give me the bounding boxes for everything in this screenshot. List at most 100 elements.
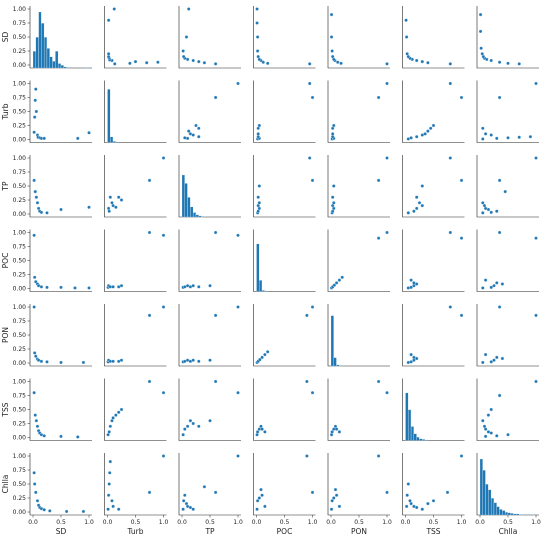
scatter-point-PON-SD — [329, 12, 334, 17]
scatter-point-Chlla-PON — [483, 352, 488, 357]
hist-bar-Chlla — [479, 458, 483, 516]
scatter-point-SD-TSS — [32, 390, 36, 395]
scatter-point-Chlla-TSS — [534, 379, 538, 384]
scatter-point-TP-TSS — [181, 432, 185, 437]
scatter-point-SD-PON — [32, 305, 36, 309]
x-tick-label: 0.5 — [429, 519, 439, 526]
scatter-point-Chlla-Turb — [495, 136, 499, 141]
scatter-point-TSS-POC — [412, 281, 416, 285]
scatter-point-PON-TSS — [330, 430, 334, 434]
hist-bar-SD — [63, 66, 67, 69]
scatter-point-POC-TP — [310, 178, 315, 183]
axis-frame-SD-POC — [253, 6, 316, 69]
scatter-point-SD-TSS — [76, 435, 80, 439]
scatter-point-TSS-Turb — [414, 134, 419, 139]
hist-bar-POC — [262, 290, 265, 292]
scatter-point-TSS-PON — [459, 313, 464, 318]
scatter-point-TSS-Turb — [423, 132, 427, 136]
scatter-point-PON-TSS — [329, 432, 334, 437]
scatter-point-SD-TP — [33, 189, 37, 194]
scatter-point-Chlla-POC — [500, 282, 505, 286]
scatter-point-POC-PON — [263, 352, 267, 357]
scatter-point-SD-Turb — [34, 87, 38, 91]
x-axis-label-Turb: Turb — [126, 527, 143, 536]
scatter-point-Turb-Chlla — [107, 482, 111, 486]
y-tick-label: 0.00 — [13, 435, 27, 442]
axis-frame-SD-SD — [29, 6, 92, 69]
scatter-point-POC-Chlla — [255, 499, 260, 503]
scatter-point-Chlla-POC — [534, 236, 538, 240]
hist-bar-TSS — [422, 439, 426, 441]
hist-bar-TP — [181, 174, 185, 218]
scatter-point-Chlla-PON — [500, 356, 505, 361]
hist-bar-TP — [195, 214, 199, 218]
hist-bar-Chlla — [527, 514, 531, 516]
scatter-point-TP-PON — [208, 358, 212, 362]
scatter-point-Turb-Chlla — [108, 459, 113, 464]
scatter-point-TP-Turb — [213, 95, 218, 100]
scatter-point-Turb-Chlla — [111, 504, 115, 509]
scatter-point-POC-PON — [260, 355, 264, 360]
y-tick-label: 0.25 — [13, 272, 27, 279]
scatter-point-PON-Chlla — [334, 493, 339, 497]
scatter-point-POC-TSS — [255, 432, 259, 437]
scatter-point-SD-TSS — [34, 418, 39, 423]
scatter-point-Chlla-Turb — [506, 136, 510, 140]
scatter-point-Chlla-TSS — [497, 393, 502, 398]
scatter-point-TP-Chlla — [213, 490, 218, 495]
scatter-point-TSS-Turb — [428, 126, 433, 131]
hist-bar-TP — [184, 183, 188, 218]
x-tick-label: 0.0 — [252, 519, 262, 526]
y-tick-label: 1.00 — [13, 304, 27, 311]
axis-frame-SD-PON — [327, 6, 390, 69]
scatter-point-TP-TSS — [183, 427, 187, 431]
axis-frame-Turb-PON — [327, 80, 390, 143]
hist-bar-SD — [55, 51, 59, 69]
scatter-point-POC-TSS — [255, 430, 260, 434]
axis-frame-POC-Chlla — [476, 229, 539, 292]
y-tick-label: 0.50 — [13, 258, 27, 265]
axis-frame-TP-TSS — [402, 155, 465, 218]
hist-bar-Turb — [112, 141, 116, 143]
axis-frame-PON-TP — [178, 304, 241, 367]
scatter-point-TSS-Turb — [426, 129, 430, 133]
scatter-point-SD-Chlla — [42, 508, 46, 512]
axis-frame-Turb-SD — [29, 80, 92, 143]
scatter-point-POC-Chlla — [305, 454, 309, 458]
scatter-point-TP-Turb — [186, 129, 191, 133]
y-axis-label-PON: PON — [1, 327, 10, 343]
scatter-point-PON-Turb — [330, 132, 335, 136]
scatter-point-Turb-SD — [113, 62, 117, 66]
scatter-point-Turb-TP — [111, 203, 115, 208]
scatter-point-Chlla-PON — [489, 360, 493, 364]
axis-frame-TSS-PON — [327, 378, 390, 441]
scatter-point-TP-SD — [181, 49, 185, 53]
x-tick-label: 0.0 — [103, 519, 113, 526]
scatter-point-Turb-TP — [161, 156, 166, 160]
scatter-point-Chlla-POC — [481, 286, 485, 290]
scatter-point-PON-SD — [385, 62, 389, 66]
hist-bar-Chlla — [510, 513, 514, 516]
scatter-point-TSS-PON — [409, 352, 413, 357]
scatter-point-SD-TP — [87, 205, 91, 210]
scatter-point-Chlla-SD — [478, 29, 483, 34]
scatter-point-TSS-PON — [406, 360, 411, 365]
scatter-point-SD-TP — [59, 207, 63, 212]
x-tick-label: 0.0 — [326, 519, 336, 526]
y-tick-label: 0.00 — [13, 509, 27, 516]
scatter-point-TSS-Turb — [448, 81, 453, 86]
scatter-point-PON-SD — [330, 49, 334, 53]
scatter-point-TSS-Turb — [459, 95, 464, 100]
y-tick-label: 0.00 — [13, 211, 27, 218]
axis-frame-TSS-POC — [253, 378, 316, 441]
axis-frame-PON-PON — [327, 304, 390, 367]
hist-bar-TP — [193, 212, 196, 218]
scatter-point-TP-Chlla — [191, 507, 195, 511]
scatter-point-Turb-POC — [119, 283, 124, 288]
x-axis-label-TSS: TSS — [425, 527, 440, 536]
scatter-point-SD-Turb — [33, 98, 37, 103]
hist-bar-Chlla — [488, 489, 492, 516]
y-tick-label: 0.75 — [13, 467, 27, 474]
y-tick-label: 0.50 — [13, 109, 27, 116]
scatter-point-PON-SD — [339, 61, 343, 66]
